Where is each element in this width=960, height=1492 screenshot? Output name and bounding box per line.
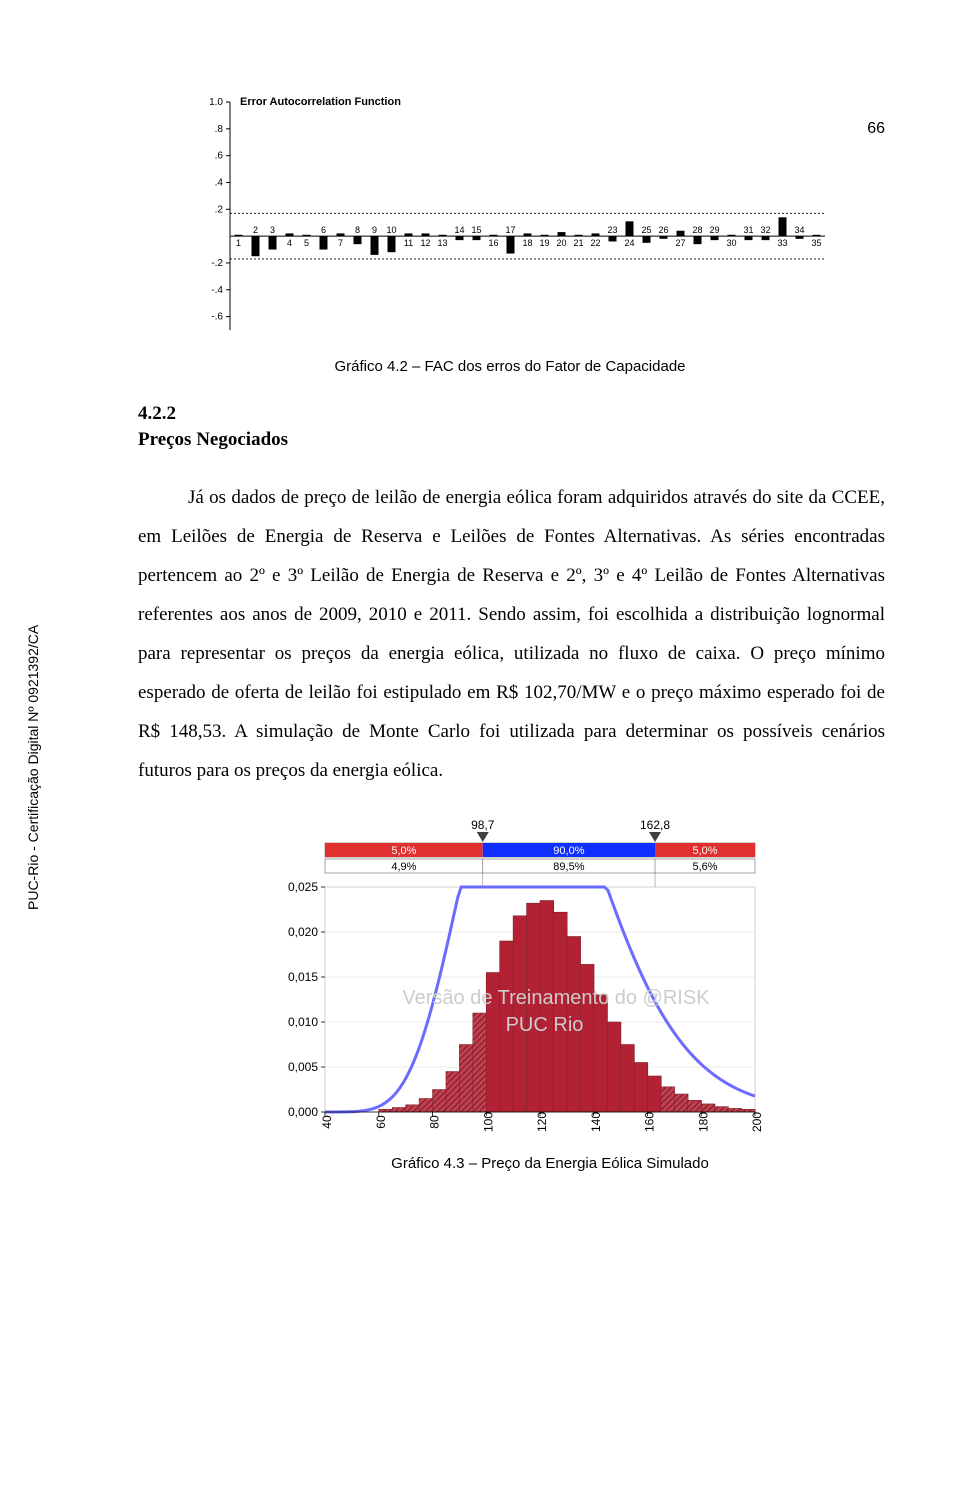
svg-text:30: 30	[726, 238, 736, 248]
svg-text:32: 32	[760, 225, 770, 235]
svg-text:35: 35	[811, 238, 821, 248]
svg-text:12: 12	[420, 238, 430, 248]
svg-text:20: 20	[556, 238, 566, 248]
svg-text:-.2: -.2	[211, 258, 223, 269]
svg-text:0,020: 0,020	[288, 925, 318, 939]
svg-text:120: 120	[535, 1111, 549, 1131]
svg-text:25: 25	[641, 225, 651, 235]
svg-text:180: 180	[696, 1111, 710, 1131]
svg-text:80: 80	[428, 1115, 442, 1129]
svg-text:60: 60	[374, 1115, 388, 1129]
svg-text:0,025: 0,025	[288, 880, 318, 894]
svg-text:0,015: 0,015	[288, 970, 318, 984]
svg-text:1.0: 1.0	[209, 97, 223, 108]
svg-text:5,6%: 5,6%	[692, 861, 717, 873]
svg-text:1: 1	[236, 238, 241, 248]
svg-text:5,0%: 5,0%	[391, 845, 416, 857]
svg-text:3: 3	[270, 225, 275, 235]
svg-text:26: 26	[658, 225, 668, 235]
svg-text:5: 5	[304, 238, 309, 248]
svg-text:.8: .8	[215, 124, 224, 135]
acf-chart: -.6 -.4 -.2 .2 .4 .6 .8 1.0 Error Autocorrelatio…	[185, 90, 835, 350]
svg-text:89,5%: 89,5%	[553, 861, 584, 873]
svg-text:2: 2	[253, 225, 258, 235]
svg-text:.6: .6	[215, 151, 224, 162]
svg-text:100: 100	[481, 1111, 495, 1131]
svg-text:0,005: 0,005	[288, 1060, 318, 1074]
svg-text:11: 11	[404, 238, 413, 248]
svg-text:-.6: -.6	[211, 312, 223, 323]
svg-text:40: 40	[320, 1115, 334, 1129]
svg-text:31: 31	[743, 225, 753, 235]
svg-text:17: 17	[505, 225, 515, 235]
svg-text:21: 21	[573, 238, 583, 248]
svg-text:28: 28	[692, 225, 702, 235]
section-title: Preços Negociados	[138, 429, 960, 451]
svg-text:0,010: 0,010	[288, 1015, 318, 1029]
svg-text:18: 18	[522, 238, 532, 248]
svg-text:Versão de Treinamento do @RISK: Versão de Treinamento do @RISK	[402, 987, 710, 1009]
svg-text:24: 24	[624, 238, 634, 248]
svg-text:200: 200	[750, 1111, 764, 1131]
svg-text:9: 9	[372, 225, 377, 235]
caption-2: Gráfico 4.3 – Preço da Energia Eólica Si…	[330, 1155, 770, 1172]
svg-text:.2: .2	[215, 204, 224, 215]
svg-text:22: 22	[590, 238, 600, 248]
svg-text:23: 23	[607, 225, 617, 235]
density-chart-container: 0,000 0,005 0,010 0,015 0,020 0,025 Versão de …	[270, 817, 770, 1172]
svg-text:162,8: 162,8	[640, 818, 670, 832]
section-number: 4.2.2	[138, 403, 960, 425]
svg-text:90,0%: 90,0%	[553, 845, 584, 857]
svg-text:15: 15	[471, 225, 481, 235]
svg-text:16: 16	[488, 238, 498, 248]
svg-text:98,7: 98,7	[471, 818, 495, 832]
svg-text:19: 19	[539, 238, 549, 248]
svg-text:PUC Rio: PUC Rio	[506, 1014, 584, 1036]
svg-text:27: 27	[675, 238, 685, 248]
svg-text:-.4: -.4	[211, 285, 223, 296]
density-chart: 0,000 0,005 0,010 0,015 0,020 0,025 Versão de …	[270, 817, 770, 1147]
svg-text:160: 160	[643, 1111, 657, 1131]
acf-chart-container: -.6 -.4 -.2 .2 .4 .6 .8 1.0 Error Autocorrelatio…	[185, 90, 835, 375]
caption-1: Gráfico 4.2 – FAC dos erros do Fator de …	[185, 358, 835, 375]
svg-text:4: 4	[287, 238, 292, 248]
page-number: 66	[867, 120, 885, 138]
svg-text:8: 8	[355, 225, 360, 235]
body-paragraph: Já os dados de preço de leilão de energi…	[138, 479, 885, 791]
svg-text:7: 7	[338, 238, 343, 248]
svg-text:140: 140	[589, 1111, 603, 1131]
svg-text:13: 13	[437, 238, 447, 248]
svg-text:10: 10	[386, 225, 396, 235]
svg-text:14: 14	[454, 225, 464, 235]
sidebar-certification: PUC-Rio - Certificação Digital Nº 092139…	[25, 625, 41, 910]
svg-text:29: 29	[709, 225, 719, 235]
svg-text:Error Autocorrelation Function: Error Autocorrelation Function	[240, 96, 401, 108]
svg-text:34: 34	[794, 225, 804, 235]
svg-text:0,000: 0,000	[288, 1105, 318, 1119]
svg-text:.4: .4	[215, 177, 224, 188]
svg-text:5,0%: 5,0%	[692, 845, 717, 857]
svg-text:6: 6	[321, 225, 326, 235]
svg-text:33: 33	[777, 238, 787, 248]
svg-text:4,9%: 4,9%	[391, 861, 416, 873]
